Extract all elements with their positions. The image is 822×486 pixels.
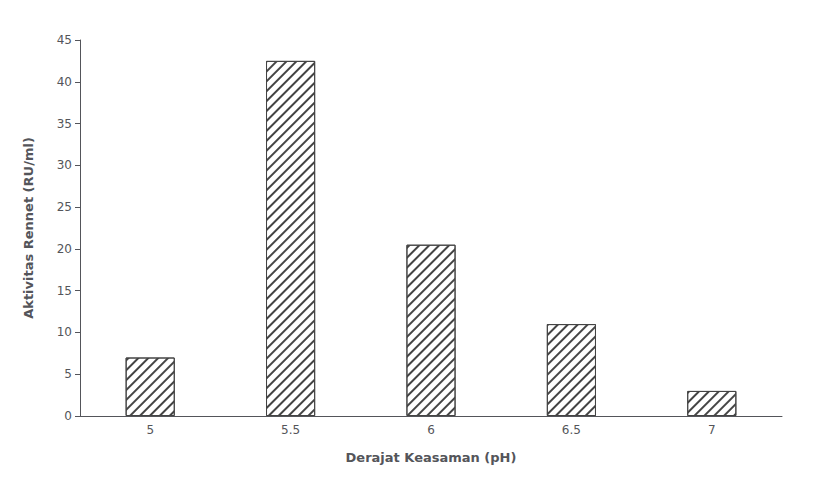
svg-text:25: 25 [57,200,72,214]
svg-text:15: 15 [57,284,72,298]
svg-text:0: 0 [64,409,72,423]
svg-text:Aktivitas Rennet (RU/ml): Aktivitas Rennet (RU/ml) [21,137,36,319]
svg-text:Derajat Keasaman (pH): Derajat Keasaman (pH) [346,450,517,465]
svg-text:40: 40 [57,75,72,89]
svg-text:6.5: 6.5 [562,423,581,437]
svg-text:5: 5 [146,423,154,437]
svg-text:35: 35 [57,117,72,131]
svg-text:10: 10 [57,325,72,339]
svg-text:30: 30 [57,158,72,172]
svg-text:6: 6 [427,423,435,437]
svg-text:45: 45 [57,33,72,47]
svg-text:5.5: 5.5 [281,423,300,437]
svg-text:7: 7 [708,423,716,437]
svg-text:20: 20 [57,242,72,256]
svg-text:5: 5 [64,367,72,381]
